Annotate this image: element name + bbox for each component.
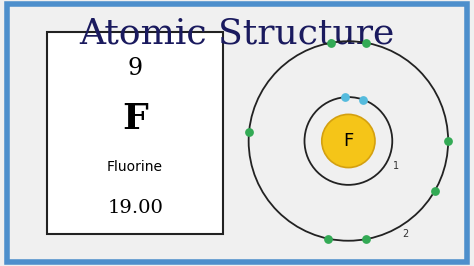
- Text: 9: 9: [128, 57, 143, 80]
- Point: [360, 98, 367, 102]
- Point: [444, 139, 452, 143]
- Text: F: F: [343, 132, 354, 150]
- Point: [362, 41, 370, 45]
- Point: [245, 130, 253, 134]
- Point: [327, 41, 335, 45]
- Point: [341, 95, 348, 99]
- Text: F: F: [122, 102, 148, 136]
- Point: [362, 237, 370, 241]
- Ellipse shape: [322, 114, 375, 168]
- Text: Fluorine: Fluorine: [107, 160, 163, 174]
- Bar: [47, 32, 223, 234]
- Text: 2: 2: [402, 229, 408, 239]
- Text: Atomic Structure: Atomic Structure: [79, 16, 395, 50]
- Point: [324, 236, 331, 241]
- Point: [431, 189, 438, 193]
- Text: 1: 1: [393, 161, 399, 171]
- Text: 19.00: 19.00: [107, 199, 163, 217]
